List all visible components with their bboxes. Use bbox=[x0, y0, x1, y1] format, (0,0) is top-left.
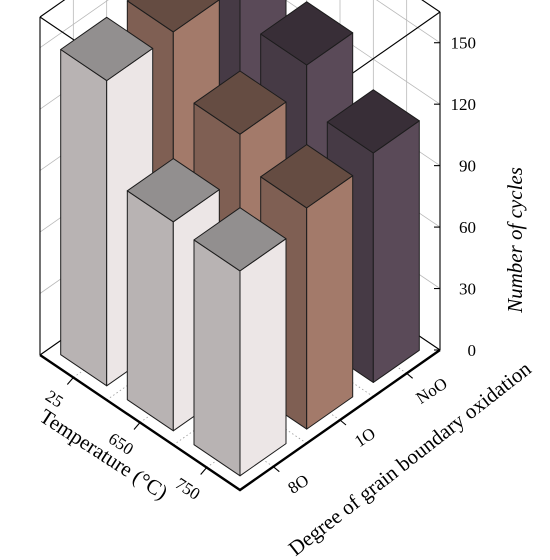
bars bbox=[60, 0, 420, 477]
oxidation-tick-label: 8O bbox=[284, 470, 312, 497]
floor-axes bbox=[39, 349, 441, 492]
bar-top-face bbox=[326, 89, 420, 154]
z-tick-label: 120 bbox=[451, 95, 477, 114]
temperature-tick bbox=[66, 377, 74, 385]
z-axis-label: Number of cycles bbox=[503, 167, 527, 314]
bar-front-face bbox=[306, 175, 354, 430]
oxidation-tick bbox=[339, 419, 347, 426]
temperature-tick bbox=[133, 422, 141, 430]
bar-top-face bbox=[193, 207, 287, 272]
bar-top-face bbox=[60, 16, 154, 82]
bar-side-face bbox=[126, 190, 174, 432]
z-tick-label: 150 bbox=[451, 34, 477, 53]
bar-side-face bbox=[60, 49, 108, 387]
oxidation-tick-label: 1O bbox=[351, 424, 379, 451]
temperature-tick bbox=[200, 467, 208, 475]
bar-front-face bbox=[239, 238, 287, 477]
oxidation-tick bbox=[272, 466, 280, 473]
x-axis-label: Temperature (°C) bbox=[35, 404, 172, 504]
bar-top-face bbox=[260, 144, 354, 209]
bar-top-face bbox=[193, 70, 287, 135]
z-tick-label: 60 bbox=[459, 218, 476, 237]
bar-side-face bbox=[193, 239, 241, 477]
bar-top-face bbox=[260, 1, 354, 66]
z-tick-label: 30 bbox=[459, 280, 476, 299]
z-tick-label: 90 bbox=[459, 157, 476, 176]
oxidation-tick bbox=[406, 372, 414, 379]
temperature-tick-label: 750 bbox=[172, 474, 204, 504]
bar-top-face bbox=[126, 0, 220, 33]
oxidation-tick-label: NoO bbox=[413, 374, 451, 408]
bar-front-face bbox=[372, 120, 420, 383]
z-tick-label: 0 bbox=[468, 341, 477, 360]
bar-top-face bbox=[126, 158, 220, 223]
bar bbox=[193, 207, 287, 477]
